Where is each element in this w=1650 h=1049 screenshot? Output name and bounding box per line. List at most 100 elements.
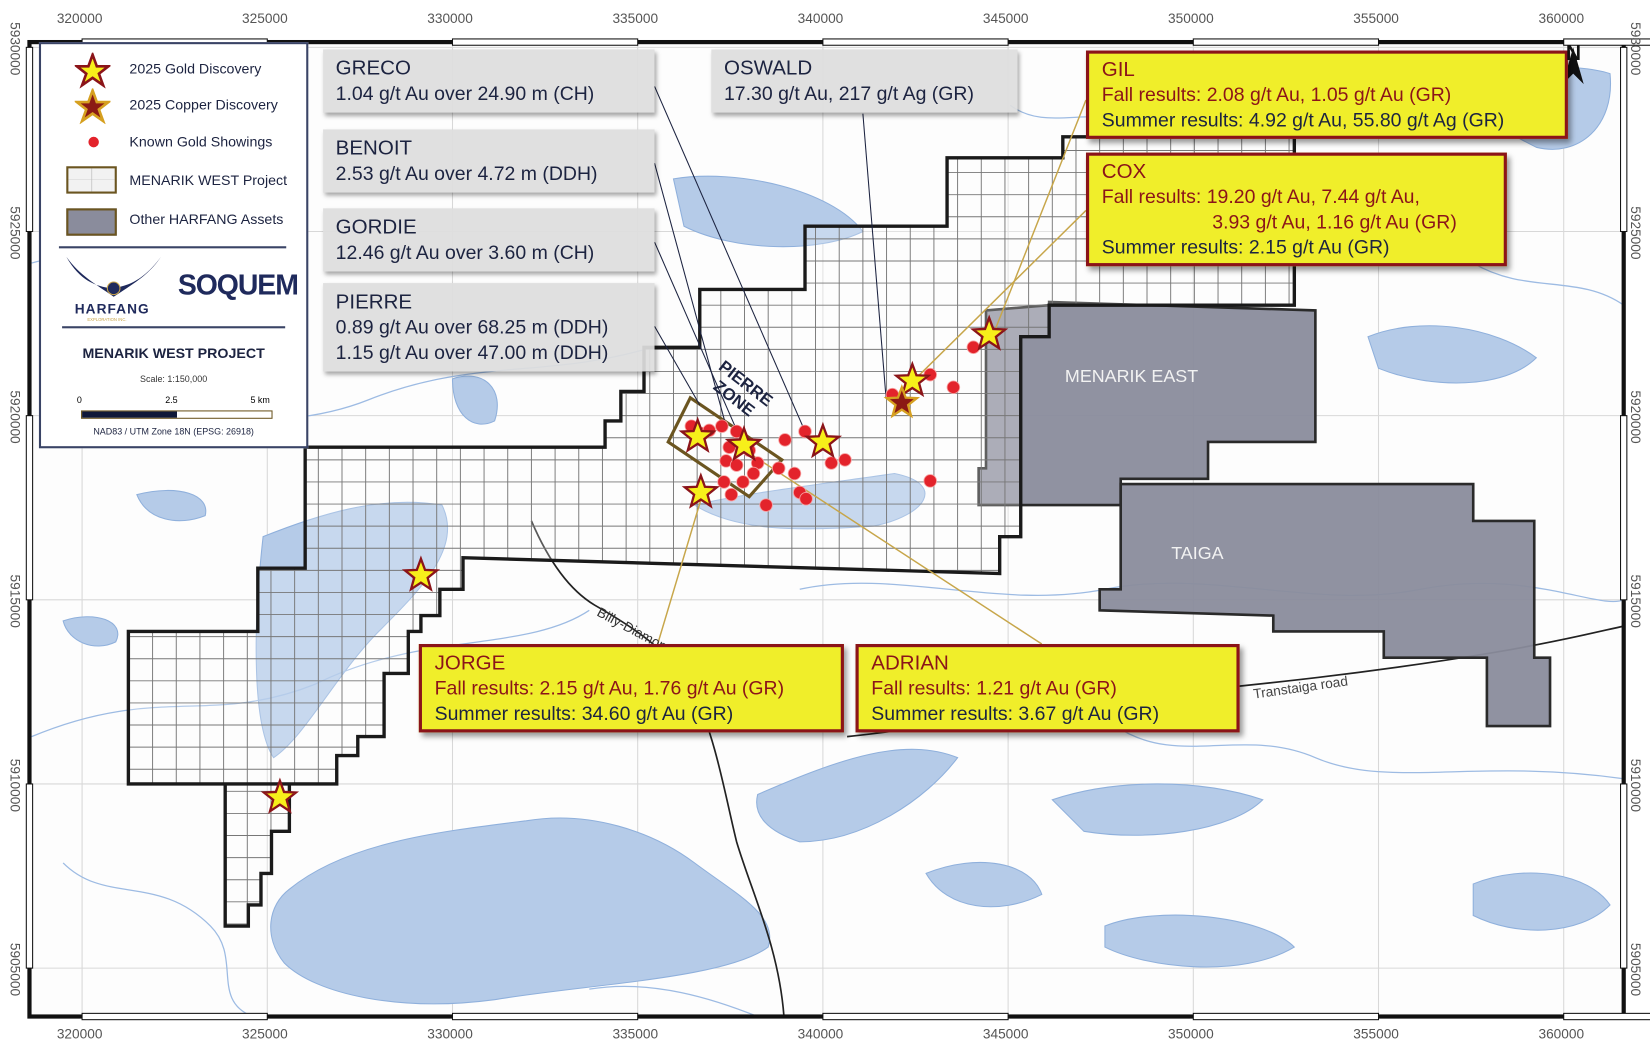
callout-jorge: JORGE Fall results: 2.15 g/t Au, 1.76 g/… <box>418 644 844 733</box>
scale-tick-end: 5 km <box>250 394 270 406</box>
gold-showing-dot <box>771 461 786 476</box>
callout-gil: GIL Fall results: 2.08 g/t Au, 1.05 g/t … <box>1085 50 1568 139</box>
y-tick-label: 5925000 <box>1627 206 1644 260</box>
x-tick-label: 360000 <box>1538 1025 1585 1042</box>
callout-summer: Summer results: 4.92 g/t Au, 55.80 g/t A… <box>1101 108 1505 131</box>
leader-lines-gold <box>656 99 1087 645</box>
gold-discovery-star-icon <box>724 424 764 462</box>
y-tick-label: 5910000 <box>1627 758 1644 812</box>
legend-divider <box>58 246 287 249</box>
harfang-logo-text: HARFANG <box>74 300 150 317</box>
callout-line: 17.30 g/t Au, 217 g/t Ag (GR) <box>723 82 974 105</box>
soquem-logo: SOQUEM <box>177 269 299 301</box>
gold-discovery-star-icon <box>260 777 300 814</box>
y-tick-label: 5930000 <box>1627 22 1644 76</box>
x-tick-label: 350000 <box>1168 1025 1214 1042</box>
x-tick-label: 320000 <box>56 10 103 27</box>
callout-line: 12.46 g/t Au over 3.60 m (CH) <box>335 240 595 264</box>
scale-bar <box>81 410 273 419</box>
callout-summer: Summer results: 3.67 g/t Au (GR) <box>871 701 1160 724</box>
legend-other-assets: Other HARFANG Assets <box>129 211 284 228</box>
callout-title: GRECO <box>335 56 411 80</box>
harfang-logo-subtext: EXPLORATION INC. <box>87 316 127 323</box>
callout-title: OSWALD <box>723 56 813 80</box>
x-tick-label: 350000 <box>1168 10 1214 27</box>
x-tick-label: 355000 <box>1353 10 1399 27</box>
callout-pierre: PIERRE 0.89 g/t Au over 68.25 m (DDH) 1.… <box>323 283 655 372</box>
x-tick-label: 355000 <box>1353 1025 1399 1042</box>
gold-showing-dot <box>729 458 744 472</box>
gold-showing-dot <box>778 433 792 447</box>
y-tick-label: 5925000 <box>7 206 24 260</box>
callout-line: 2.53 g/t Au over 4.72 m (DDH) <box>335 162 598 185</box>
x-tick-label: 340000 <box>797 1025 844 1042</box>
label-taiga: TAIGA <box>1171 542 1224 563</box>
gold-showing-dot <box>746 466 761 481</box>
legend-title: MENARIK WEST PROJECT <box>82 345 265 361</box>
legend-copper-discovery: 2025 Copper Discovery <box>129 96 278 113</box>
callout-benoit: BENOIT 2.53 g/t Au over 4.72 m (DDH) <box>323 129 655 193</box>
y-tick-label: 5920000 <box>7 390 24 444</box>
callout-gordie: GORDIE 12.46 g/t Au over 3.60 m (CH) <box>323 208 655 272</box>
gold-showing-dot <box>787 466 802 481</box>
copper-discovery-star-icon <box>883 383 921 419</box>
y-tick-label: 5915000 <box>1627 574 1644 628</box>
x-tick-label: 325000 <box>242 10 288 27</box>
red-dot-icon <box>88 136 99 148</box>
gold-showing-dot <box>946 380 961 394</box>
frame-scale-bars <box>25 38 1650 1021</box>
projection-note: NAD83 / UTM Zone 18N (EPSG: 26918) <box>93 426 254 437</box>
gold-discovery-star-icon <box>893 360 932 398</box>
callout-title: PIERRE <box>335 290 413 314</box>
taiga-claims <box>1098 482 1552 728</box>
gold-showing-dot <box>923 474 937 488</box>
callout-adrian: ADRIAN Fall results: 1.21 g/t Au (GR) Su… <box>855 644 1240 733</box>
y-tick-label: 5920000 <box>1627 390 1644 444</box>
y-tick-label: 5905000 <box>1627 942 1644 997</box>
north-label: N <box>1565 42 1582 66</box>
callout-fall: Fall results: 1.21 g/t Au (GR) <box>871 676 1117 699</box>
copper-star-icon <box>74 88 111 125</box>
y-tick-label: 5905000 <box>7 942 24 997</box>
legend-gold-showings: Known Gold Showings <box>129 133 273 150</box>
gold-showing-dot <box>824 456 839 470</box>
gold-showing-dot <box>799 492 813 506</box>
x-tick-label: 345000 <box>982 10 1029 27</box>
callout-title: GORDIE <box>335 215 417 239</box>
x-tick-label: 335000 <box>612 10 659 27</box>
callout-fall: Fall results: 2.15 g/t Au, 1.76 g/t Au (… <box>434 676 785 699</box>
y-tick-label: 5930000 <box>7 22 24 76</box>
gold-showing-dot <box>724 487 739 502</box>
callout-title: BENOIT <box>335 136 413 160</box>
scale-tick-0: 0 <box>76 394 82 406</box>
callout-fall: Fall results: 19.20 g/t Au, 7.44 g/t Au, <box>1101 185 1420 208</box>
label-menarik-east: MENARIK EAST <box>1064 366 1199 387</box>
x-tick-label: 320000 <box>56 1025 103 1042</box>
callout-fall: Fall results: 2.08 g/t Au, 1.05 g/t Au (… <box>1101 83 1452 106</box>
callout-summer: Summer results: 34.60 g/t Au (GR) <box>434 701 734 724</box>
gold-showing-dot <box>715 419 729 433</box>
callout-greco: GRECO 1.04 g/t Au over 24.90 m (CH) <box>323 49 655 113</box>
callout-oswald: OSWALD 17.30 g/t Au, 217 g/t Ag (GR) <box>711 49 1018 113</box>
callout-title: COX <box>1101 159 1147 184</box>
gold-showing-dot <box>736 475 750 489</box>
callout-line: 0.89 g/t Au over 68.25 m (DDH) <box>335 315 609 338</box>
x-tick-label: 345000 <box>982 1025 1029 1042</box>
x-tick-label: 325000 <box>242 1025 288 1042</box>
known-gold-showings <box>684 340 981 512</box>
scale-tick-mid: 2.5 <box>165 394 178 406</box>
grid-swatch-icon <box>66 166 117 194</box>
callout-cox: COX Fall results: 19.20 g/t Au, 7.44 g/t… <box>1085 152 1507 267</box>
y-tick-label: 5910000 <box>7 758 24 812</box>
legend-divider <box>62 326 286 329</box>
menarik-east-claims <box>977 300 1317 507</box>
x-tick-label: 335000 <box>612 1025 659 1042</box>
callout-title: JORGE <box>434 651 506 675</box>
leader-lines <box>654 86 887 443</box>
other-harfang-assets <box>977 300 1552 728</box>
callout-title: GIL <box>1101 57 1135 82</box>
gray-swatch-icon <box>66 208 117 236</box>
callout-line: 1.15 g/t Au over 47.00 m (DDH) <box>335 340 609 364</box>
callout-title: ADRIAN <box>871 651 949 675</box>
